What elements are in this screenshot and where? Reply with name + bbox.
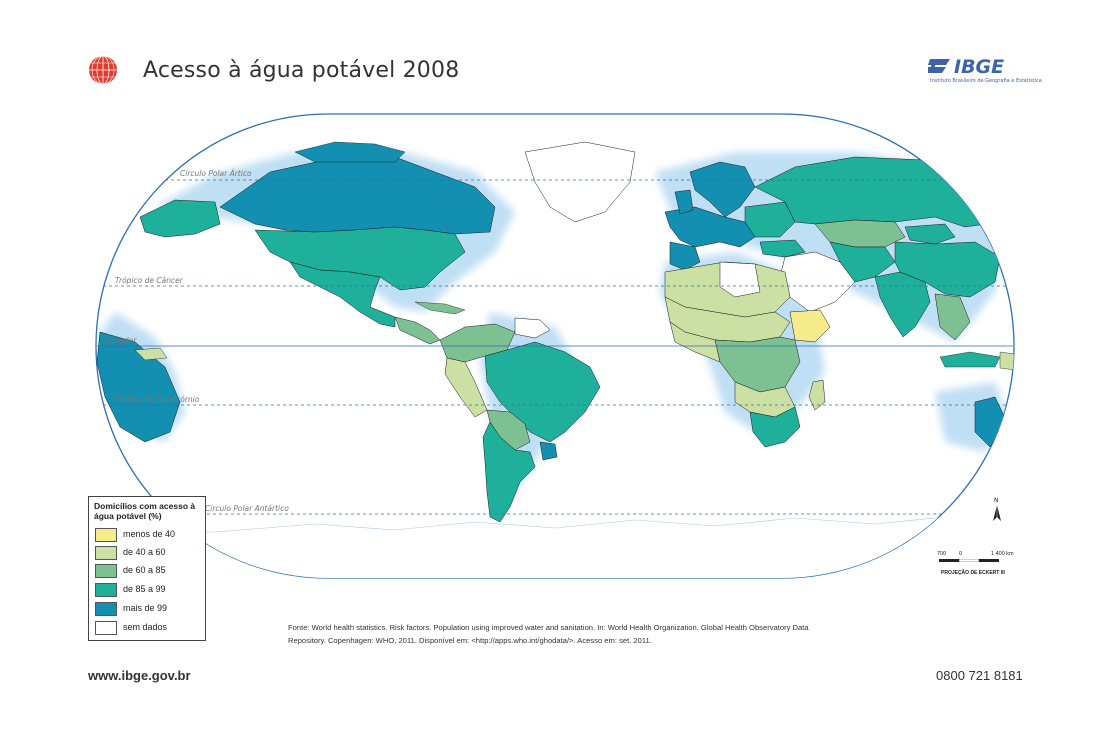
- scale-right-label: 1 400 km: [991, 551, 1014, 557]
- projection-label: PROJEÇÃO DE ECKERT III: [941, 570, 1005, 576]
- logo-subtitle: Instituto Brasileiro de Geografia e Esta…: [930, 78, 1042, 84]
- legend-item: mais de 99: [95, 602, 203, 616]
- scale-bar: [939, 559, 999, 562]
- libya: [719, 261, 761, 298]
- scale-left-label: 700: [937, 551, 947, 557]
- ibge-logo: IBGE: [928, 56, 1004, 78]
- china: [894, 241, 1001, 298]
- world-map: Círculo Polar Ártico Trópico de Câncer E…: [95, 113, 1015, 579]
- new-guinea: [134, 347, 168, 361]
- legend-swatch: [95, 528, 117, 542]
- source-line-2: Repository. Copenhagen: WHO, 2011. Dispo…: [288, 636, 652, 645]
- mexico: [289, 261, 396, 328]
- reference-lines: [97, 179, 1013, 515]
- venezuela: [514, 317, 551, 339]
- greenland: [524, 141, 636, 223]
- southeast-asia: [934, 293, 971, 341]
- caribbean: [414, 301, 466, 315]
- antarctic-circle-label: Círculo Polar Antártico: [205, 504, 289, 513]
- brazil: [484, 341, 601, 443]
- north-arrow-icon: N: [993, 497, 1001, 521]
- southern-africa: [749, 406, 801, 448]
- equator-label: Equador: [105, 336, 137, 345]
- legend-swatch: [95, 602, 117, 616]
- legend-label: menos de 40: [123, 529, 176, 539]
- mongolia: [904, 223, 956, 245]
- antarctica: [96, 515, 1014, 578]
- legend-swatch: [95, 621, 117, 635]
- scale-zero-label: 0: [959, 551, 963, 557]
- turkey: [759, 239, 806, 258]
- papua: [999, 351, 1014, 371]
- tropic-capricorn-label: Trópico de Capricórnio: [115, 395, 200, 404]
- legend-item: sem dados: [95, 621, 203, 635]
- alaska: [139, 199, 221, 238]
- iran-afghanistan: [829, 241, 896, 283]
- footer-phone: 0800 721 8181: [936, 668, 1023, 683]
- logo-wordmark: IBGE: [954, 56, 1004, 78]
- uk-ireland: [674, 189, 694, 215]
- indonesia: [939, 351, 1001, 368]
- peru-ecuador: [444, 357, 488, 418]
- western-europe: [664, 206, 756, 248]
- footer-url: www.ibge.gov.br: [88, 668, 191, 683]
- central-africa: [714, 336, 801, 393]
- arctic-circle-label: Círculo Polar Ártico: [180, 169, 252, 178]
- ethiopia: [789, 309, 831, 343]
- legend-title: Domicílios com acesso à água potável (%): [94, 501, 196, 521]
- canada-islands: [294, 141, 406, 163]
- tropic-cancer-label: Trópico de Câncer: [115, 276, 184, 285]
- source-note: Fonte: World health statistics. Risk fac…: [288, 621, 848, 647]
- argentina-chile: [482, 421, 536, 523]
- scale-bar-block: 700 0 1 400 km PROJEÇÃO DE ECKERT III: [935, 551, 1015, 581]
- legend-swatch: [95, 583, 117, 597]
- legend-item: de 85 a 99: [95, 583, 203, 597]
- legend: Domicílios com acesso à água potável (%)…: [88, 496, 206, 641]
- legend-item: de 60 a 85: [95, 564, 203, 578]
- legend-label: mais de 99: [123, 603, 168, 613]
- source-line-1: Fonte: World health statistics. Risk fac…: [288, 623, 809, 632]
- uruguay: [539, 441, 558, 461]
- scandinavia: [689, 161, 756, 218]
- legend-label: sem dados: [123, 622, 168, 632]
- west-africa: [669, 321, 721, 363]
- legend-label: de 40 a 60: [123, 547, 166, 557]
- legend-label: de 85 a 99: [123, 584, 166, 594]
- svg-text:N: N: [994, 497, 999, 504]
- globe-icon: [89, 55, 117, 85]
- legend-swatch: [95, 546, 117, 560]
- iberia: [669, 241, 701, 271]
- legend-label: de 60 a 85: [123, 565, 166, 575]
- legend-item: de 40 a 60: [95, 546, 203, 560]
- central-america: [394, 316, 441, 345]
- page-title: Acesso à água potável 2008: [143, 58, 460, 83]
- legend-item: menos de 40: [95, 528, 203, 542]
- legend-swatch: [95, 564, 117, 578]
- madagascar: [808, 379, 826, 411]
